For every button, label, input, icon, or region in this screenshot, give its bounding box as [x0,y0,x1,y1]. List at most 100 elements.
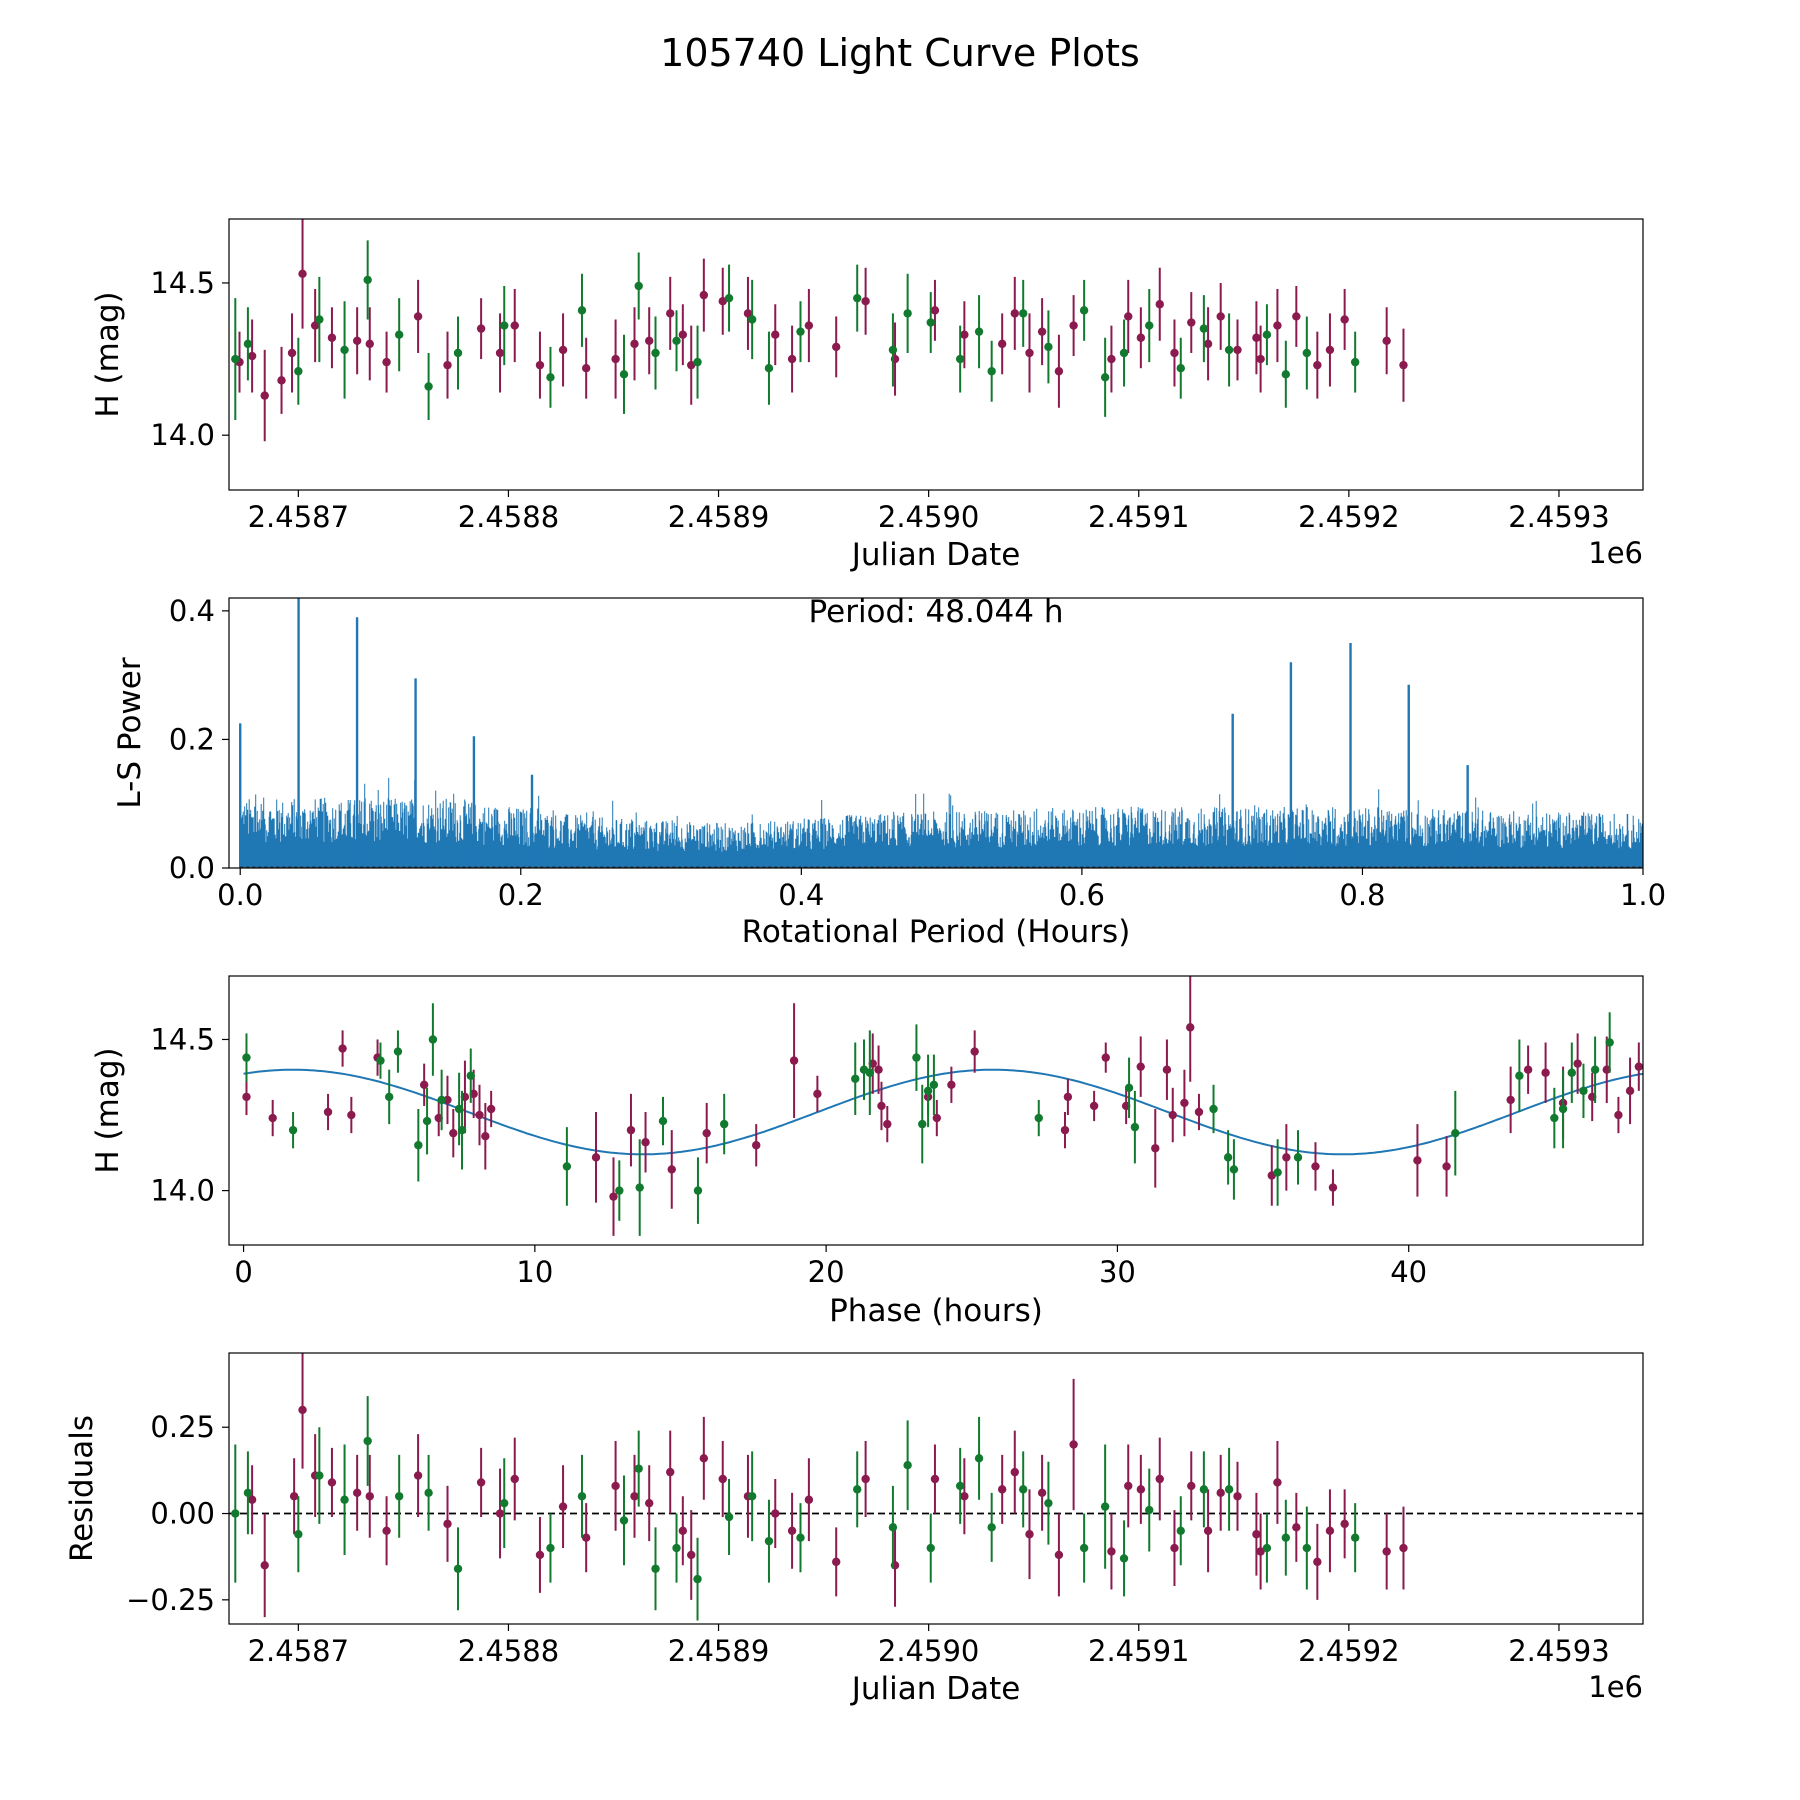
axes-frame [228,597,1644,869]
x-tick-label: 2.4587 [248,1634,349,1668]
data-point [1399,360,1408,370]
data-point [260,1561,269,1570]
data-point [926,318,935,327]
data-point [796,1533,805,1542]
data-point [298,1405,307,1415]
data-point [1101,1053,1110,1062]
x-offset-label: 1e6 [1588,1670,1643,1704]
x-tick-label: 2.4591 [1088,500,1189,534]
data-point [495,348,505,358]
data-point [365,1492,374,1501]
data-point [1203,339,1213,349]
data-point [960,330,969,339]
data-point [243,339,253,349]
data-point [658,1116,668,1126]
data-point [1614,1110,1623,1120]
data-point [413,1471,423,1480]
data-point [1136,1485,1146,1494]
data-point [955,1481,965,1491]
data-point [413,312,423,321]
data-point [443,1095,452,1105]
data-point [1187,318,1196,327]
data-point [1579,1086,1588,1096]
data-point [500,1498,509,1508]
data-point [974,327,984,336]
y-tick-label: 0.2 [169,722,215,756]
data-point [693,1574,702,1584]
data-point [813,1089,822,1099]
data-point [1281,1533,1291,1542]
data-point [611,354,620,364]
x-tick-label: 2.4588 [458,1634,559,1668]
data-point [1558,1104,1568,1114]
x-tick-label: 0.2 [498,878,544,912]
data-point [1382,1547,1391,1556]
data-point [453,348,463,358]
data-point [1168,1110,1177,1120]
data-point [932,1113,942,1123]
data-point [437,1095,446,1105]
data-point [861,297,870,306]
data-point [247,1495,257,1504]
data-point [1010,309,1019,318]
data-point [510,1474,519,1484]
data-point [1136,1062,1145,1071]
data-point [1069,1440,1078,1449]
data-point [1413,1156,1422,1165]
data-point [1107,1547,1116,1556]
data-point [1302,1543,1312,1553]
x-tick-label: 30 [1099,1255,1136,1289]
data-point [1605,1038,1614,1047]
data-point [1100,373,1110,382]
data-point [449,1128,458,1138]
y-tick-label: −0.25 [126,1583,215,1617]
data-point [1063,1092,1073,1102]
data-point [414,1141,423,1150]
data-point [752,1141,761,1150]
figure-title: 105740 Light Curve Plots [660,31,1140,75]
data-point [1037,1488,1047,1498]
x-axis-label: Julian Date [850,537,1021,573]
data-point [1194,1107,1204,1117]
data-point [310,321,320,330]
data-point [888,345,898,355]
y-tick-label: 0.25 [150,1410,215,1444]
x-tick-label: 0.0 [217,878,263,912]
data-point [294,1530,303,1539]
data-point [453,1564,463,1573]
data-point [1199,1485,1209,1494]
data-point [719,1119,729,1129]
data-point [457,1125,467,1135]
data-point [558,345,568,355]
data-point [1224,1485,1234,1494]
x-tick-label: 2.4590 [878,500,979,534]
data-point [424,1488,433,1498]
y-tick-label: 0.0 [169,851,215,885]
x-tick-label: 0 [234,1255,252,1289]
data-point [1162,1065,1172,1074]
y-axis-label: H (mag) [90,291,126,417]
data-point [1025,348,1034,358]
data-point [997,1485,1007,1494]
data-point [853,293,862,303]
data-point [1124,1083,1134,1093]
data-point [699,290,709,300]
data-point [1399,1543,1408,1553]
x-tick-label: 20 [808,1255,845,1289]
data-point [1256,354,1265,364]
data-point [382,357,391,367]
data-point [535,1550,545,1560]
data-point [443,1519,452,1529]
data-point [789,1056,799,1065]
data-point [1229,1165,1239,1174]
data-point [1186,1023,1195,1032]
data-point [1523,1065,1533,1074]
x-tick-label: 2.4593 [1508,500,1609,534]
data-point [1382,336,1391,345]
data-point [347,1110,356,1120]
data-point [699,1454,709,1463]
data-point [918,1119,927,1129]
data-point [1567,1068,1577,1077]
data-point [1044,1498,1053,1508]
